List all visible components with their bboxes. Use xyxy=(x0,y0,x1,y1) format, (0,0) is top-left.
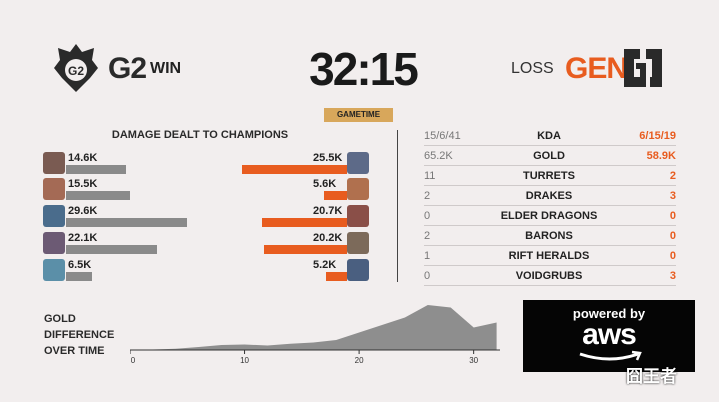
gold-x-tick-label: 0 xyxy=(131,356,136,365)
gen-logo-icon xyxy=(620,45,666,91)
damage-bar-right xyxy=(264,245,347,254)
damage-value-right: 20.2K xyxy=(313,232,343,244)
champion-portrait-left xyxy=(43,232,65,254)
damage-bar-right xyxy=(326,272,347,281)
stat-row: 15/6/41 KDA 6/15/19 xyxy=(424,126,676,146)
damage-bar-left xyxy=(66,272,92,281)
champion-portrait-right xyxy=(347,205,369,227)
damage-value-left: 14.6K xyxy=(68,152,98,164)
damage-value-right: 20.7K xyxy=(313,205,343,217)
damage-row: 29.6K 20.7K xyxy=(0,205,380,230)
g2-logo-icon: G2 xyxy=(50,42,102,94)
section-divider xyxy=(397,130,398,282)
damage-value-right: 5.6K xyxy=(313,178,337,190)
gold-difference-chart: 0 10 20 30 xyxy=(130,305,500,365)
stat-label: VOIDGRUBS xyxy=(515,270,583,282)
damage-value-right: 25.5K xyxy=(313,152,343,164)
damage-row: 15.5K 5.6K xyxy=(0,178,380,203)
damage-bar-right xyxy=(324,191,347,200)
game-timer: 32:15 xyxy=(309,43,419,95)
champion-portrait-left xyxy=(43,205,65,227)
sponsor-brand: aws xyxy=(582,318,637,351)
stat-label: DRAKES xyxy=(525,190,573,202)
stat-left-value: 0 xyxy=(424,270,431,282)
champion-portrait-left xyxy=(43,178,65,200)
gold-x-tick-label: 20 xyxy=(355,356,364,365)
stat-left-value: 0 xyxy=(424,210,431,222)
damage-row: 14.6K 25.5K xyxy=(0,152,380,177)
stat-row: 1 RIFT HERALDS 0 xyxy=(424,246,676,266)
gold-area-series xyxy=(130,305,497,350)
champion-portrait-right xyxy=(347,259,369,281)
result-left: WIN xyxy=(150,60,182,77)
damage-bar-left xyxy=(66,165,126,174)
stat-right-value: 0 xyxy=(669,210,676,222)
stat-right-value: 6/15/19 xyxy=(639,130,676,142)
stat-left-value: 2 xyxy=(424,190,431,202)
gold-label-line1: GOLD xyxy=(44,313,76,325)
stat-left-value: 15/6/41 xyxy=(424,130,461,142)
champion-portrait-left xyxy=(43,152,65,174)
stat-left-value: 2 xyxy=(424,230,431,242)
team-right-name: GEN xyxy=(565,52,628,85)
stat-row: 2 DRAKES 3 xyxy=(424,186,676,206)
damage-row: 6.5K 5.2K xyxy=(0,259,380,284)
stat-row: 11 TURRETS 2 xyxy=(424,166,676,186)
stat-row: 65.2K GOLD 58.9K xyxy=(424,146,676,166)
damage-bar-left xyxy=(66,191,130,200)
champion-portrait-right xyxy=(347,178,369,200)
stat-row: 0 VOIDGRUBS 3 xyxy=(424,266,676,286)
stat-left-value: 1 xyxy=(424,250,431,262)
watermark-text: 囧王者 xyxy=(626,367,677,386)
stat-right-value: 2 xyxy=(669,170,676,182)
gold-label-line2: DIFFERENCE xyxy=(44,329,115,341)
stat-row: 2 BARONS 0 xyxy=(424,226,676,246)
stat-right-value: 3 xyxy=(669,190,676,202)
damage-bar-right xyxy=(262,218,347,227)
stat-right-value: 0 xyxy=(669,250,676,262)
damage-bar-right xyxy=(242,165,347,174)
stat-label: KDA xyxy=(537,130,561,142)
gold-x-tick-label: 30 xyxy=(469,356,478,365)
gold-x-tick-label: 10 xyxy=(240,356,249,365)
stat-right-value: 3 xyxy=(669,270,676,282)
champion-portrait-right xyxy=(347,232,369,254)
stat-left-value: 11 xyxy=(424,170,436,182)
gold-label-line3: OVER TIME xyxy=(44,345,105,357)
team-left-name: G2 xyxy=(108,52,147,85)
stat-label: BARONS xyxy=(525,230,573,242)
gametime-badge: GAMETIME xyxy=(324,108,393,122)
damage-title: DAMAGE DEALT TO CHAMPIONS xyxy=(111,129,289,141)
damage-value-left: 22.1K xyxy=(68,232,98,244)
sponsor-powered-text: powered by xyxy=(572,306,646,321)
damage-value-right: 5.2K xyxy=(313,259,337,271)
damage-bar-left xyxy=(66,245,157,254)
champion-portrait-left xyxy=(43,259,65,281)
stat-label: GOLD xyxy=(533,150,565,162)
damage-bar-left xyxy=(66,218,187,227)
gold-chart-label: GOLD DIFFERENCE OVER TIME xyxy=(44,311,114,359)
aws-smile-icon xyxy=(579,350,642,361)
stat-label: ELDER DRAGONS xyxy=(500,210,598,222)
stat-label: TURRETS xyxy=(523,170,575,182)
stat-right-value: 0 xyxy=(669,230,676,242)
svg-text:G2: G2 xyxy=(68,64,84,78)
damage-value-left: 15.5K xyxy=(68,178,98,190)
damage-value-left: 29.6K xyxy=(68,205,98,217)
damage-value-left: 6.5K xyxy=(68,259,92,271)
stat-left-value: 65.2K xyxy=(424,150,453,162)
result-right: LOSS xyxy=(511,60,554,77)
stat-row: 0 ELDER DRAGONS 0 xyxy=(424,206,676,226)
stat-label: RIFT HERALDS xyxy=(508,250,590,262)
damage-row: 22.1K 20.2K xyxy=(0,232,380,257)
champion-portrait-right xyxy=(347,152,369,174)
stat-right-value: 58.9K xyxy=(646,150,676,162)
